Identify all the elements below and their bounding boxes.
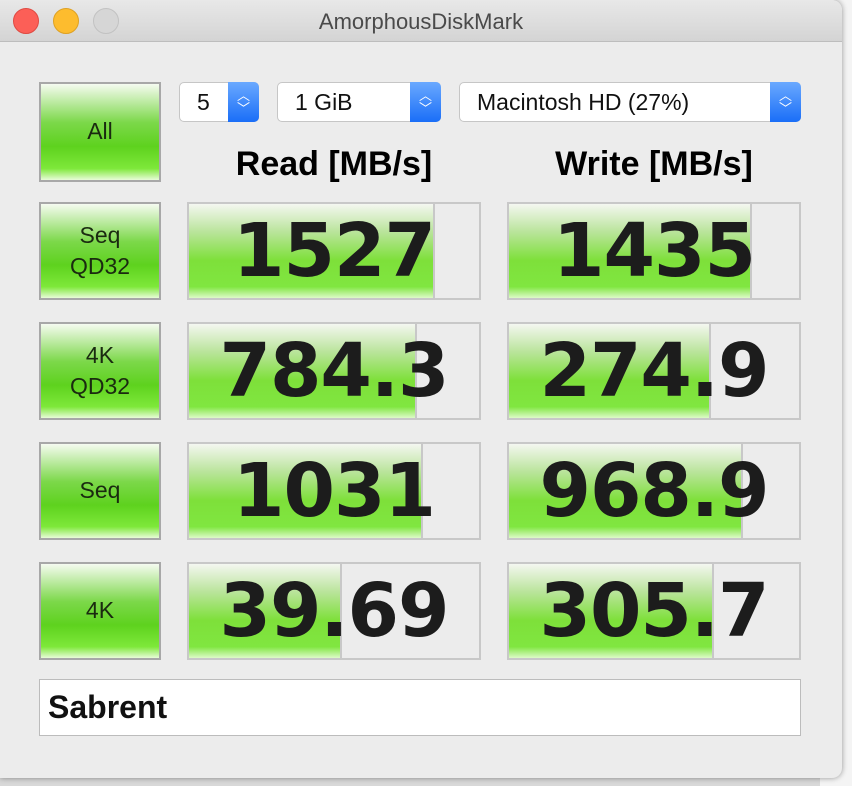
write-value: 305.7 [539,568,769,654]
read-bar [189,444,423,538]
count-value: 5 [197,88,210,115]
size-select[interactable]: 1 GiB ︿ ﹀ [277,82,441,122]
read-result: 784.3 [187,322,481,420]
read-value: 39.69 [219,568,449,654]
close-button[interactable] [13,8,39,34]
size-value: 1 GiB [295,88,353,115]
read-result: 1031 [187,442,481,540]
write-bar [509,204,752,298]
read-value: 784.3 [219,328,449,414]
write-value: 274.9 [539,328,769,414]
read-value: 1527 [233,208,436,294]
title-bar: AmorphousDiskMark [0,0,842,42]
zoom-button[interactable] [93,8,119,34]
read-result: 1527 [187,202,481,300]
write-bar [509,444,743,538]
write-bar [509,564,714,658]
all-button[interactable]: All [39,82,161,182]
count-select[interactable]: 5 ︿ ﹀ [179,82,259,122]
write-result: 274.9 [507,322,801,420]
read-value: 1031 [233,448,436,534]
comment-field[interactable]: Sabrent [39,679,801,736]
chevron-updown-icon: ︿ ﹀ [228,82,259,122]
test-button-2[interactable]: Seq [39,442,161,540]
test-button-0[interactable]: Seq QD32 [39,202,161,300]
chevron-updown-icon: ︿ ﹀ [410,82,441,122]
window-title: AmorphousDiskMark [318,9,524,34]
test-button-1[interactable]: 4K QD32 [39,322,161,420]
read-result: 39.69 [187,562,481,660]
write-header: Write [MB/s] [555,145,753,183]
test-button-3[interactable]: 4K [39,562,161,660]
write-value: 1435 [553,208,756,294]
drive-select[interactable]: Macintosh HD (27%) ︿ ﹀ [459,82,801,122]
read-bar [189,324,418,418]
write-result: 305.7 [507,562,801,660]
chevron-updown-icon: ︿ ﹀ [770,82,801,122]
read-bar [189,564,342,658]
read-header: Read [MB/s] [235,145,433,183]
minimize-button[interactable] [53,8,79,34]
app-window: AmorphousDiskMark All 5 ︿ ﹀ 1 GiB ︿ ﹀ Macint… [0,0,842,778]
write-result: 1435 [507,202,801,300]
write-result: 968.9 [507,442,801,540]
write-value: 968.9 [539,448,769,534]
read-bar [189,204,435,298]
drive-value: Macintosh HD (27%) [477,88,690,115]
write-bar [509,324,712,418]
